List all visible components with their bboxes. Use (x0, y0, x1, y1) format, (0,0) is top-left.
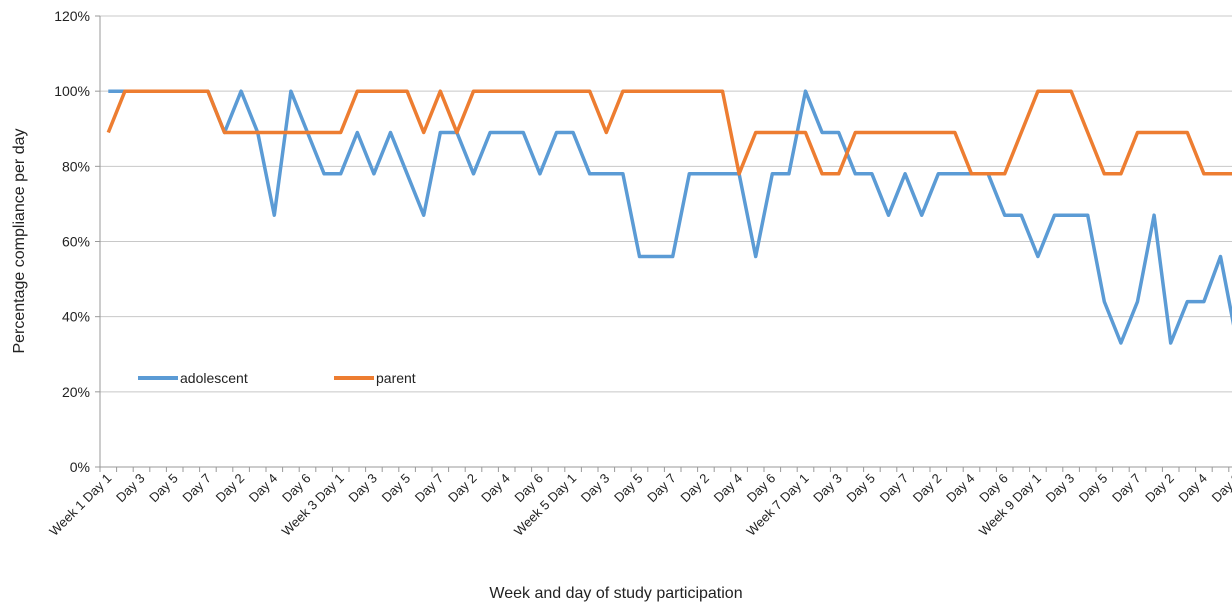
x-tick-label: Day 7 (644, 471, 679, 506)
x-tick-label: Day 4 (1175, 471, 1210, 506)
y-tick-label: 0% (70, 459, 90, 475)
y-tick-label: 20% (62, 384, 90, 400)
x-tick-label: Day 7 (1109, 471, 1144, 506)
y-tick-label: 100% (54, 83, 90, 99)
y-tick-label: 60% (62, 234, 90, 250)
y-tick-label: 120% (54, 8, 90, 24)
x-tick-label: Day 5 (843, 471, 878, 506)
x-tick-label: Day 3 (345, 471, 380, 506)
x-tick-label: Day 4 (711, 471, 746, 506)
x-axis-title: Week and day of study participation (489, 585, 742, 602)
y-tick-label: 40% (62, 309, 90, 325)
x-tick-label: Day 7 (179, 471, 214, 506)
x-tick-label: Week 1 Day 1 (46, 471, 114, 539)
x-tick-label: Day 4 (478, 471, 513, 506)
x-tick-label: Day 5 (379, 471, 414, 506)
x-tick-label: Day 2 (213, 471, 248, 506)
x-tick-label: Day 5 (146, 471, 181, 506)
x-tick-label: Day 5 (611, 471, 646, 506)
x-tick-label: Day 3 (113, 471, 148, 506)
series-line (108, 89, 1232, 345)
x-tick-label: Day 4 (943, 471, 978, 506)
x-tick-label: Day 6 (1209, 471, 1232, 506)
x-tick-label: Day 2 (1142, 471, 1177, 506)
x-tick-label: Day 3 (578, 471, 613, 506)
x-tick-label: Day 3 (1043, 471, 1078, 506)
x-tick-label: Day 2 (677, 471, 712, 506)
x-tick-label: Day 3 (810, 471, 845, 506)
x-tick-label: Day 4 (246, 471, 281, 506)
x-tick-label: Day 5 (1076, 471, 1111, 506)
plot-area (99, 15, 1232, 472)
legend-label: adolescent (180, 370, 248, 386)
series-line (106, 89, 1232, 176)
y-axis-title: Percentage compliance per day (11, 128, 28, 353)
x-tick-label: Day 7 (877, 471, 912, 506)
x-tick-label: Day 2 (445, 471, 480, 506)
y-tick-label: 80% (62, 158, 90, 174)
x-tick-label: Day 7 (412, 471, 447, 506)
x-tick-label: Day 2 (910, 471, 945, 506)
legend-label: parent (376, 370, 416, 386)
